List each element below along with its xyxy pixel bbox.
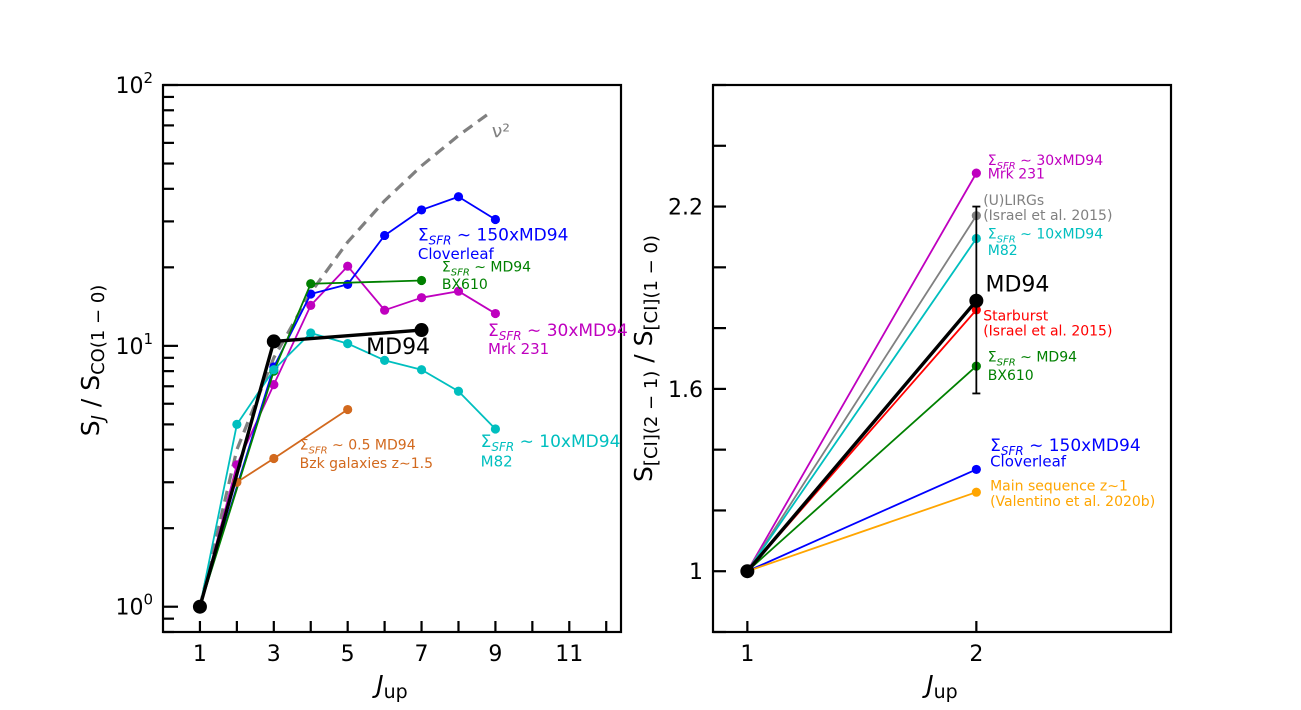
right-label-mainseq: Main sequence z∼1 bbox=[990, 479, 1128, 495]
left-label-md94: MD94 bbox=[366, 335, 430, 360]
right-point-mainseq bbox=[971, 487, 981, 497]
left-series-md94: MD94 bbox=[192, 323, 430, 614]
right-label-ulirgs: (U)LIRGs bbox=[983, 193, 1044, 209]
right-line-md94 bbox=[746, 299, 978, 573]
right-label-mrk231: Mrk 231 bbox=[988, 166, 1045, 182]
left-label-bzk: ΣSFR ∼ 0.5 MD94 bbox=[300, 438, 416, 457]
left-point-mrk231 bbox=[453, 286, 464, 296]
left-point-m82 bbox=[380, 355, 390, 365]
left-label-bx610: ΣSFR ∼ MD94 bbox=[442, 259, 531, 278]
right-y-tick-label: 1.6 bbox=[668, 378, 703, 403]
right-label-m82: ΣSFR ∼ 10xMD94 bbox=[988, 226, 1103, 245]
left-point-bzk bbox=[343, 404, 353, 415]
right-label-mrk231: ΣSFR ∼ 30xMD94 bbox=[988, 153, 1103, 172]
left-point-cloverleaf bbox=[416, 205, 427, 215]
right-line-mrk231 bbox=[746, 172, 978, 572]
right-line-m82 bbox=[746, 237, 978, 572]
left-point-mrk231 bbox=[269, 380, 279, 390]
right-line-ulirgs bbox=[746, 215, 978, 572]
left-point-mrk231 bbox=[306, 300, 316, 310]
right-series-ulirgs: (U)LIRGs(Israel et al. 2015) bbox=[742, 193, 1112, 576]
left-point-m82 bbox=[416, 365, 427, 375]
right-point-md94 bbox=[969, 293, 984, 308]
right-label-bx610: BX610 bbox=[988, 368, 1034, 384]
left-point-mrk231 bbox=[343, 261, 353, 271]
left-point-cloverleaf bbox=[490, 214, 501, 225]
right-axes-frame bbox=[711, 83, 1173, 634]
left-point-cloverleaf bbox=[343, 279, 353, 290]
right-series-md94: MD94 bbox=[740, 205, 1050, 579]
right-label-cloverleaf: ΣSFR ∼ 150xMD94 bbox=[990, 436, 1141, 458]
left-point-mrk231 bbox=[380, 305, 390, 315]
left-point-m82 bbox=[453, 386, 464, 396]
left-point-m82 bbox=[343, 339, 353, 349]
right-x-tick-label: 2 bbox=[969, 642, 983, 667]
left-label-mrk231: Mrk 231 bbox=[488, 340, 549, 358]
left-x-tick-label: 5 bbox=[341, 642, 355, 667]
left-x-tick-label: 3 bbox=[267, 642, 281, 667]
right-line-mainseq bbox=[747, 491, 977, 573]
right-label-mainseq: (Valentino et al. 2020b) bbox=[990, 494, 1155, 510]
left-line-bx610 bbox=[199, 279, 422, 607]
left-label-cloverleaf: ΣSFR ∼ 150xMD94 bbox=[418, 225, 569, 247]
left-y-tick-label: 102 bbox=[115, 69, 153, 99]
left-point-md94 bbox=[192, 599, 207, 614]
left-series-nu2: ν² bbox=[198, 111, 510, 608]
left-label-bzk: Bzk galaxies z∼1.5 bbox=[300, 456, 433, 472]
right-y-axis-label: S[CI](2 − 1) / S[CI](1 − 0) bbox=[629, 235, 662, 482]
right-label-cloverleaf: Cloverleaf bbox=[990, 452, 1067, 470]
left-x-tick-label: 11 bbox=[555, 642, 583, 667]
left-point-bzk bbox=[269, 453, 279, 464]
left-label-cloverleaf: Cloverleaf bbox=[418, 245, 495, 263]
right-point-cloverleaf bbox=[971, 464, 981, 475]
left-point-md94 bbox=[414, 323, 429, 338]
right-y-tick-label: 2.2 bbox=[668, 196, 703, 221]
right-label-bx610: ΣSFR ∼ MD94 bbox=[988, 350, 1077, 369]
left-label-mrk231: ΣSFR ∼ 30xMD94 bbox=[488, 321, 628, 343]
left-point-cloverleaf bbox=[380, 230, 390, 241]
left-label-m82: ΣSFR ∼ 10xMD94 bbox=[481, 432, 621, 454]
left-point-mrk231 bbox=[490, 308, 501, 319]
left-y-tick-label: 100 bbox=[115, 591, 153, 621]
left-y-tick-label: 101 bbox=[115, 330, 153, 360]
left-point-m82 bbox=[269, 365, 279, 375]
right-point-md94 bbox=[740, 564, 755, 579]
right-label-starburst: Starburst bbox=[983, 309, 1049, 325]
right-x-tick-label: 1 bbox=[740, 642, 754, 667]
left-point-m82 bbox=[232, 419, 242, 429]
left-y-axis-label: SJ / SCO(1 − 0) bbox=[76, 285, 109, 437]
right-label-m82: M82 bbox=[988, 243, 1018, 259]
left-x-tick-label: 7 bbox=[415, 642, 429, 667]
right-y-tick-label: 1 bbox=[689, 560, 703, 585]
left-point-cloverleaf bbox=[306, 289, 316, 299]
right-label-ulirgs: (Israel et al. 2015) bbox=[983, 208, 1112, 224]
left-point-cloverleaf bbox=[453, 192, 464, 202]
left-label-bx610: BX610 bbox=[442, 277, 488, 293]
left-point-m82 bbox=[490, 424, 501, 434]
left-line-nu2 bbox=[198, 111, 491, 608]
right-point-mrk231 bbox=[971, 168, 981, 178]
left-x-tick-label: 9 bbox=[488, 642, 502, 667]
right-label-starburst: (Israel et al. 2015) bbox=[983, 324, 1112, 340]
left-label-m82: M82 bbox=[481, 452, 513, 470]
left-x-tick-label: 1 bbox=[193, 642, 207, 667]
right-label-md94: MD94 bbox=[986, 273, 1050, 298]
left-point-m82 bbox=[306, 328, 316, 338]
left-point-mrk231 bbox=[416, 293, 427, 303]
right-line-bx610 bbox=[746, 365, 977, 572]
left-point-bx610 bbox=[306, 279, 316, 289]
left-point-md94 bbox=[266, 334, 281, 349]
left-point-bx610 bbox=[416, 275, 427, 286]
right-line-cloverleaf bbox=[746, 468, 977, 573]
left-label-nu2: ν² bbox=[492, 120, 510, 142]
